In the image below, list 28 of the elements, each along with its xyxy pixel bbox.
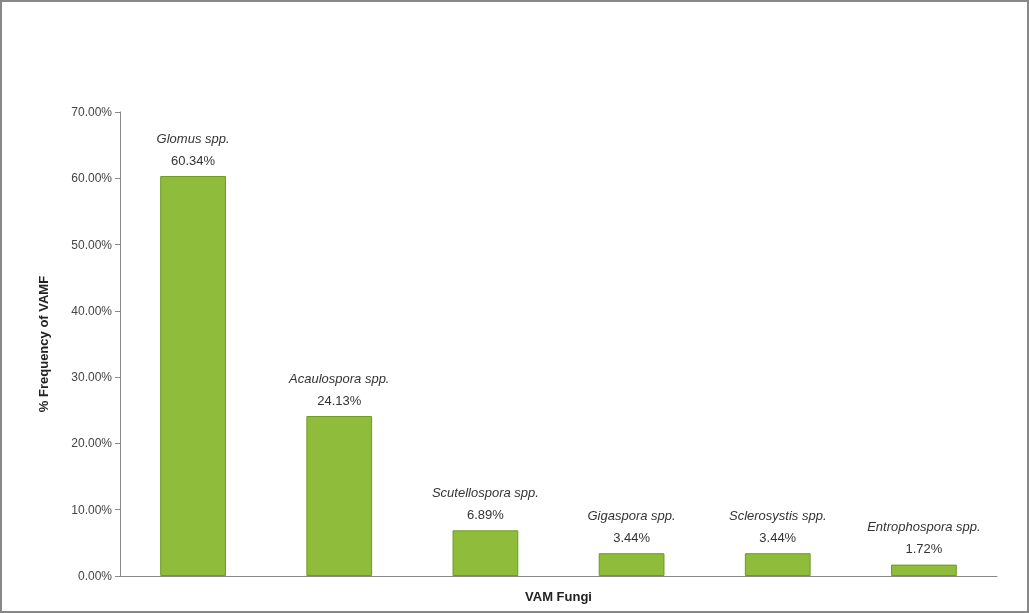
bar xyxy=(452,530,519,576)
x-tick-label: Acaulospora spp. xyxy=(288,370,390,386)
x-tick-label: Scutellospora spp. xyxy=(431,484,539,500)
bar xyxy=(744,553,811,576)
bar xyxy=(306,416,373,576)
y-tick-label: 30.00% xyxy=(71,370,113,385)
bar xyxy=(891,564,957,576)
data-label: 24.13% xyxy=(317,392,362,408)
x-axis-title: VAM Fungi xyxy=(525,589,592,604)
y-tick-label: 20.00% xyxy=(71,436,113,451)
data-label: 60.34% xyxy=(171,152,216,168)
y-tick-label: 0.00% xyxy=(77,569,113,583)
data-label: 6.89% xyxy=(466,506,505,522)
y-tick-label: 50.00% xyxy=(71,237,113,252)
x-tick-label: Sclerosystis spp. xyxy=(728,507,827,523)
y-tick-label: 10.00% xyxy=(71,502,113,517)
y-axis-title: % Frequency of VAMF xyxy=(36,275,51,413)
x-tick-label: Glomus spp. xyxy=(156,130,230,146)
x-tick-label: Gigaspora spp. xyxy=(587,507,676,523)
data-label: 3.44% xyxy=(613,529,651,545)
x-tick-label: Entrophospora spp. xyxy=(867,519,981,535)
bar xyxy=(160,176,226,576)
data-label: 1.72% xyxy=(905,541,943,557)
y-tick-label: 70.00% xyxy=(71,105,113,119)
y-tick-label: 60.00% xyxy=(71,171,113,186)
y-tick-label: 40.00% xyxy=(71,303,113,318)
data-label: 3.44% xyxy=(759,529,797,545)
bar xyxy=(598,553,665,576)
